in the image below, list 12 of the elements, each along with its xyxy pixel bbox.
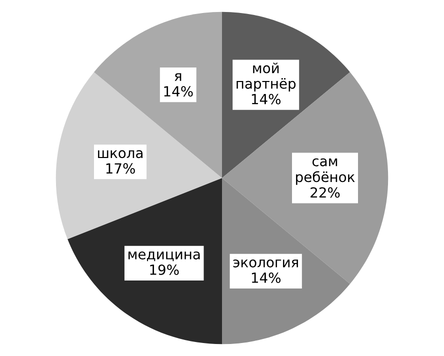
slice-label: школа <box>98 150 142 158</box>
data-label: 19% <box>150 264 179 275</box>
slice-label: медицина <box>128 251 200 262</box>
slice-label: экология <box>233 259 298 268</box>
data-label: 17% <box>106 163 135 174</box>
slice-label: я <box>174 73 182 81</box>
slice-label: сам ребёнок <box>296 158 355 185</box>
data-label: 14% <box>252 272 281 284</box>
data-label: 14% <box>164 86 193 97</box>
data-label: 14% <box>252 94 281 104</box>
slice-label: мой партнёр <box>236 62 296 92</box>
data-label: 22% <box>310 187 340 198</box>
